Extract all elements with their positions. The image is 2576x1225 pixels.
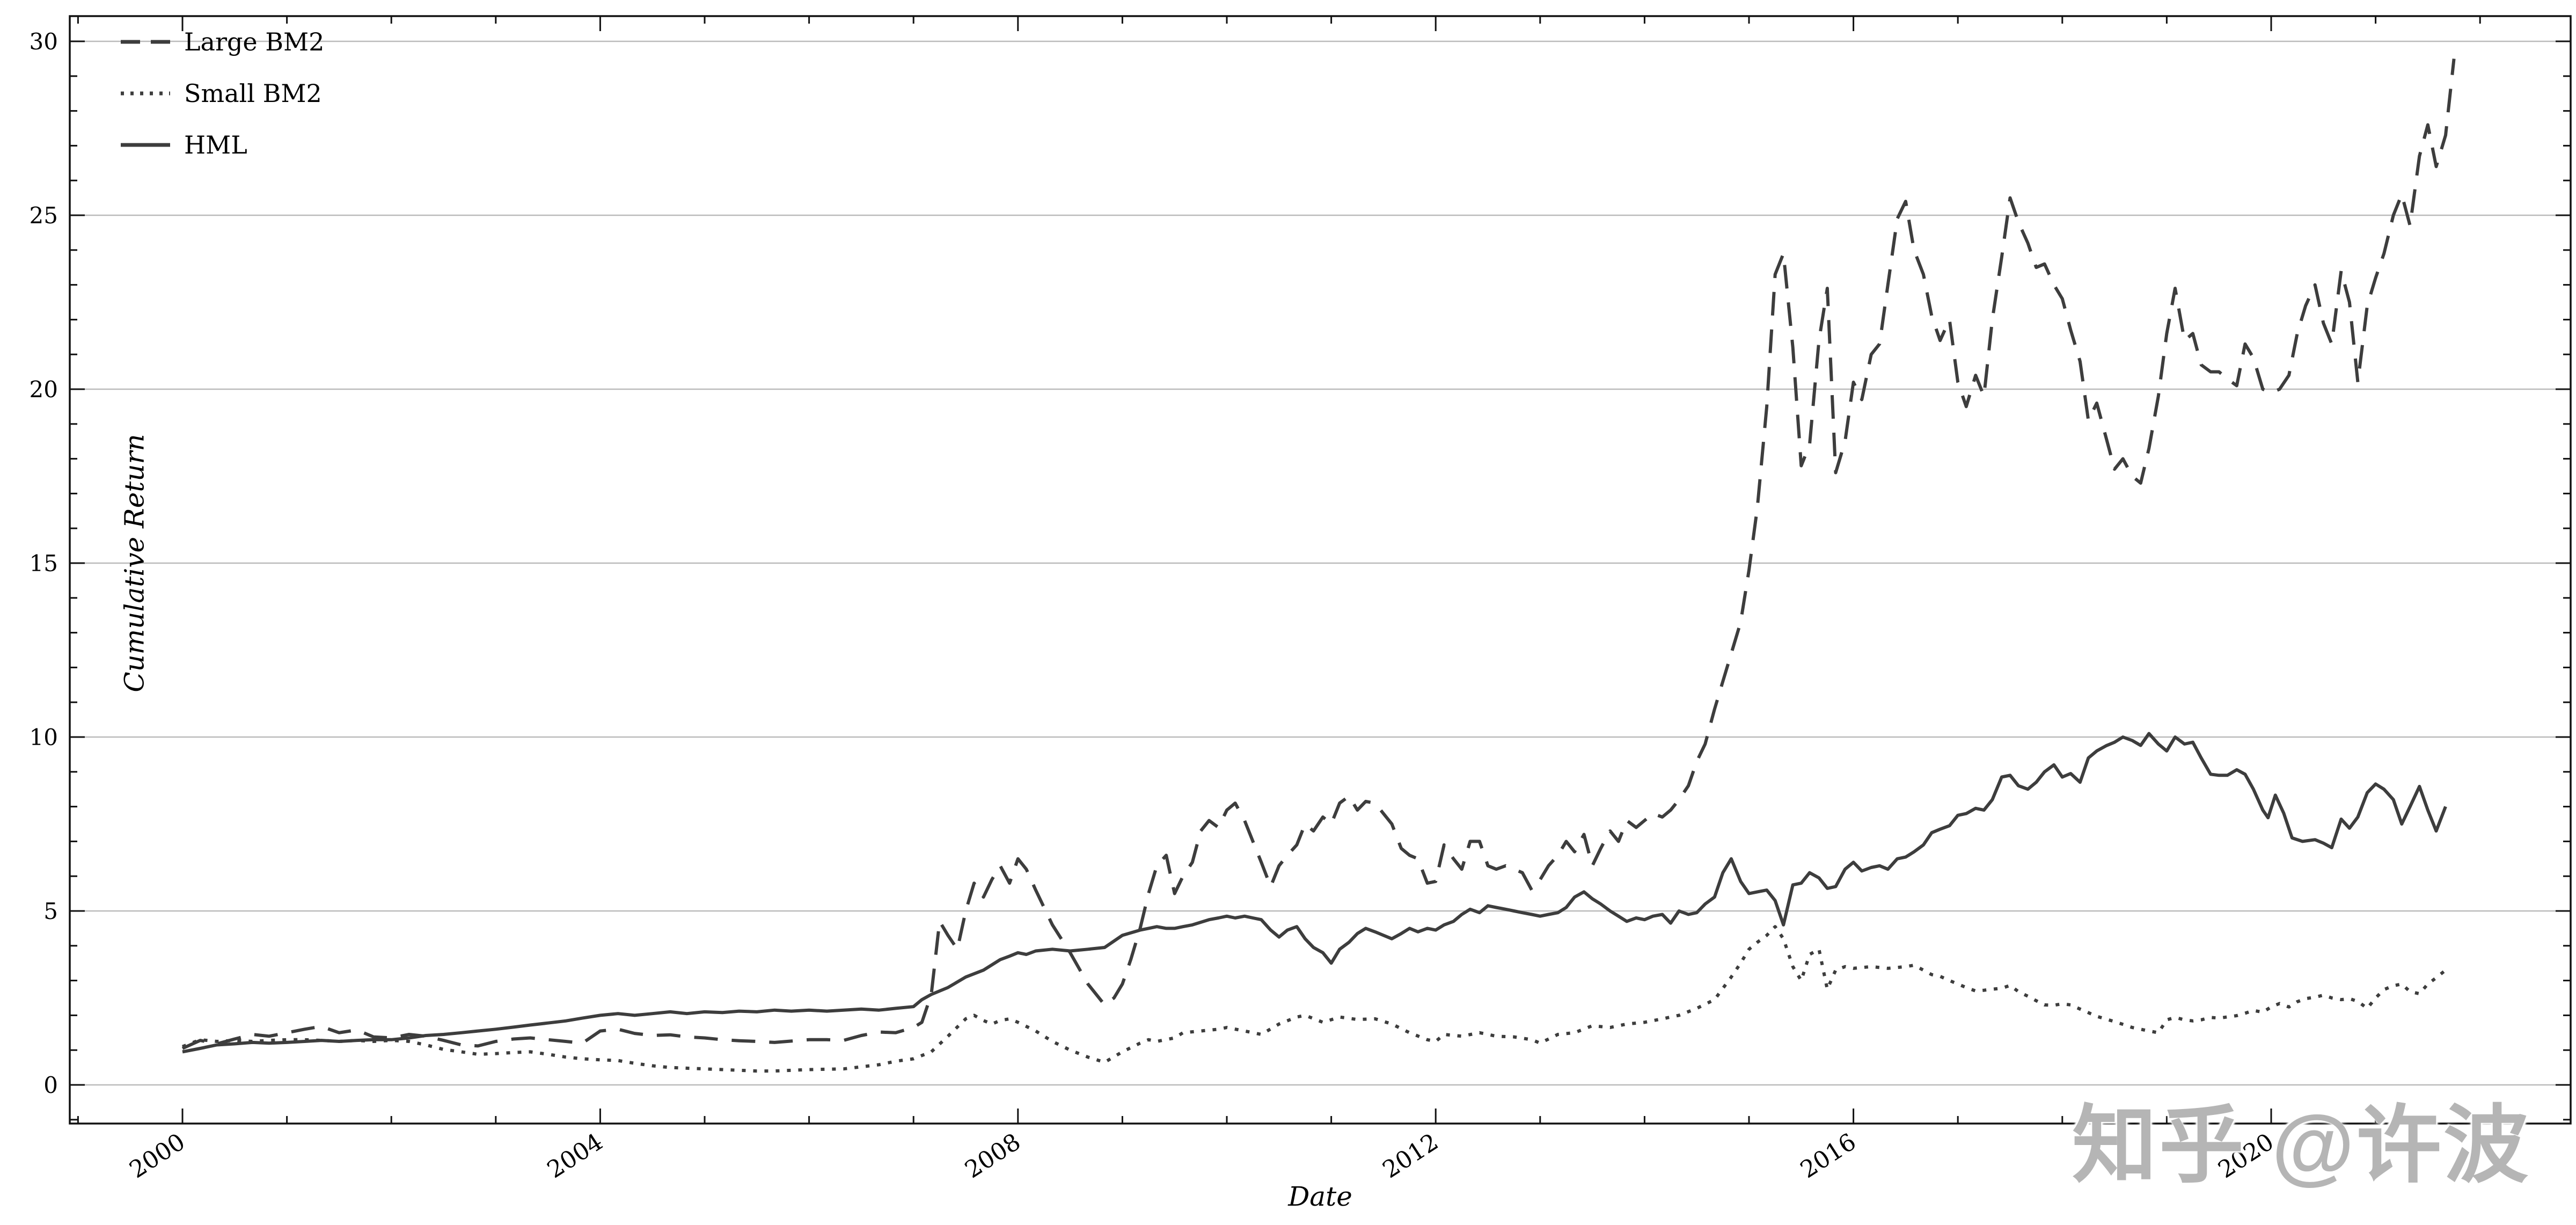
x-tick-label-2008: 2008 [960,1128,1026,1184]
series-line-hml [182,732,2447,1054]
y-tick-label-0: 0 [43,1072,58,1098]
legend-item-large-bm2: Large BM2 [121,16,324,68]
y-tick-label-25: 25 [30,202,58,229]
y-tick-label-15: 15 [30,550,58,577]
y-tick-label-30: 30 [30,28,58,55]
x-axis-title: Date [1288,1181,1352,1212]
legend-item-hml: HML [121,119,324,171]
solid-line-icon [121,143,170,147]
legend-label-hml: HML [184,130,247,159]
y-tick-label-5: 5 [43,898,58,924]
legend-label-large-bm2: Large BM2 [184,27,325,56]
x-tick-label-2012: 2012 [1378,1128,1443,1184]
series-line-large-bm2 [181,59,2456,1050]
axes-frame [69,15,2572,1125]
legend-label-small-bm2: Small BM2 [184,79,322,108]
y-axis-title: Cumulative Return [119,434,150,692]
y-tick-label-10: 10 [30,724,58,750]
dotted-line-icon [121,91,170,96]
watermark: 知乎 @许波 [2072,1098,2530,1193]
x-tick-label-2016: 2016 [1796,1128,1861,1184]
y-tick-label-20: 20 [30,376,58,403]
legend: Large BM2 Small BM2 HML [121,16,324,171]
x-tick-label-2000: 2000 [125,1128,190,1184]
x-tick-label-2004: 2004 [543,1128,608,1184]
dashed-line-icon [121,40,170,44]
legend-item-small-bm2: Small BM2 [121,68,324,119]
